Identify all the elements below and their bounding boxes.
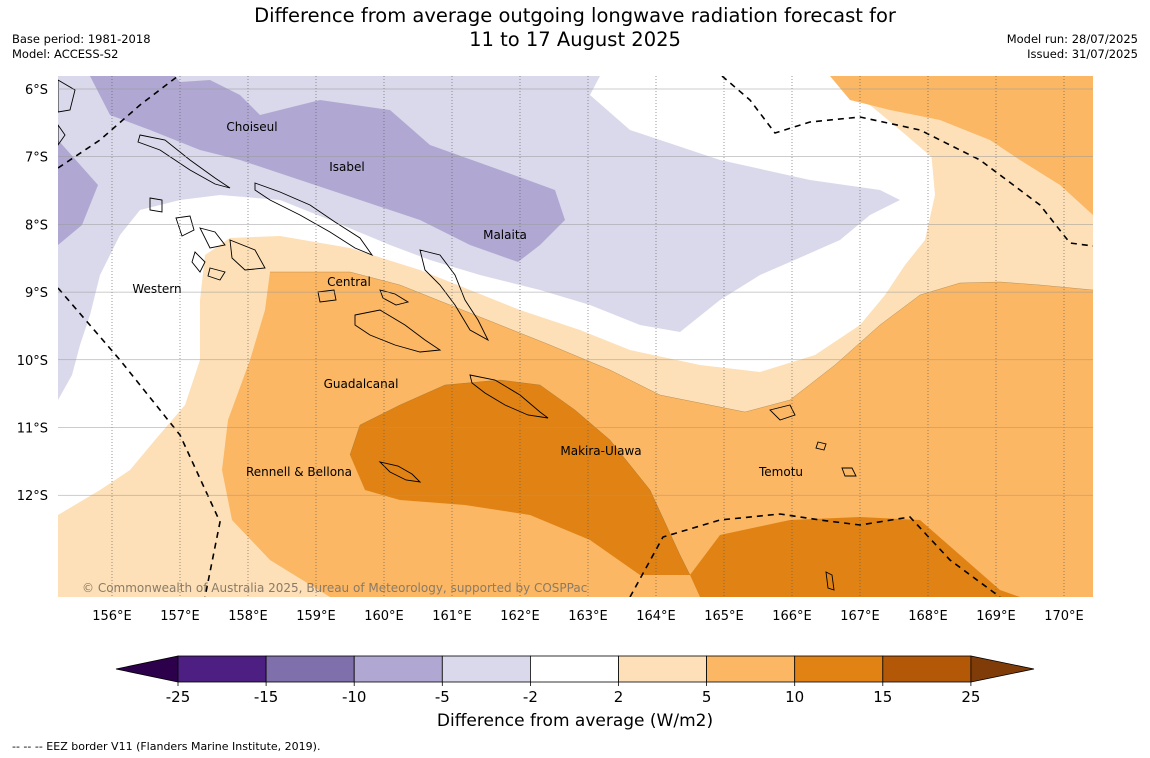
lon-tick-label: 159°E [296, 609, 336, 624]
olr-map: Choiseul Isabel Malaita Western Central Guada… [17, 76, 1093, 624]
base-period-text: Base period: 1981-2018 [12, 32, 151, 46]
meta-left: Base period: 1981-2018 Model: ACCESS-S2 [12, 32, 151, 62]
province-label: Makira-Ulawa [560, 444, 641, 458]
province-labels: Choiseul Isabel Malaita Western Central Guada… [132, 120, 803, 479]
band-minus10-minus5-west [58, 140, 98, 245]
band-5-10-northeast [830, 76, 1093, 215]
colorbar-segment [618, 655, 707, 683]
colorbar-tick-label: 2 [614, 688, 624, 706]
province-label: Western [132, 282, 181, 296]
colorbar-under-arrow [115, 655, 179, 683]
band-5-10-south [222, 272, 1093, 597]
lon-tick-label: 158°E [228, 609, 268, 624]
lon-tick-label: 166°E [772, 609, 812, 624]
colorbar-tick-label: -2 [523, 688, 538, 706]
province-label: Central [327, 275, 371, 289]
lon-tick-label: 167°E [840, 609, 880, 624]
colorbar-tick-label: -5 [435, 688, 450, 706]
band-10-15-tongue [350, 380, 690, 575]
chart-title: Difference from average outgoing longwav… [0, 4, 1150, 52]
lon-tick-label: 161°E [432, 609, 472, 624]
colorbar-tick-label: -15 [254, 688, 279, 706]
colorbar: -25 -15 -10 -5 -2 2 5 10 15 25 Difference from av… [115, 655, 1035, 731]
meta-right: Model run: 28/07/2025 Issued: 31/07/2025 [1007, 32, 1138, 62]
lat-tick-label: 6°S [25, 83, 48, 98]
colorbar-segment [265, 655, 355, 683]
colorbar-over-arrow [970, 655, 1035, 683]
copyright-text: © Commonwealth of Australia 2025, Bureau… [82, 581, 587, 595]
lon-tick-label: 165°E [704, 609, 744, 624]
lon-tick-label: 168°E [908, 609, 948, 624]
province-label: Rennell & Bellona [246, 465, 352, 479]
title-line-1: Difference from average outgoing longwav… [254, 4, 896, 27]
title-line-2: 11 to 17 August 2025 [469, 28, 681, 51]
eez-footnote: -- -- -- EEZ border V11 (Flanders Marine… [12, 740, 321, 753]
axis-ticks: 156°E 157°E 158°E 159°E 160°E 161°E 162°E 163°E… [17, 83, 1084, 624]
lon-tick-label: 164°E [636, 609, 676, 624]
lat-tick-label: 11°S [17, 422, 48, 437]
graticule [58, 76, 1093, 597]
lat-tick-label: 7°S [25, 151, 48, 166]
colorbar-segment [882, 655, 972, 683]
colorbar-segment [441, 655, 531, 683]
lon-tick-label: 163°E [568, 609, 608, 624]
province-label: Malaita [483, 228, 527, 242]
colorbar-tick-label: 25 [961, 688, 980, 706]
province-label: Guadalcanal [324, 377, 399, 391]
eez-borders [58, 76, 1093, 597]
colorbar-segment [794, 655, 884, 683]
band-minus10-minus5 [90, 76, 565, 262]
colorbar-segment [353, 655, 443, 683]
lon-tick-label: 157°E [160, 609, 200, 624]
colorbar-segment [706, 655, 796, 683]
lon-tick-label: 170°E [1044, 609, 1084, 624]
colorbar-tick-label: 15 [873, 688, 892, 706]
colorbar-tick-label: -25 [166, 688, 191, 706]
colorbar-segment [530, 655, 619, 683]
lat-tick-label: 10°S [17, 354, 48, 369]
lon-tick-label: 169°E [976, 609, 1016, 624]
province-label: Isabel [329, 160, 364, 174]
coastlines [58, 79, 857, 591]
colorbar-label: Difference from average (W/m2) [437, 711, 713, 731]
lon-tick-label: 156°E [92, 609, 132, 624]
lon-tick-label: 160°E [364, 609, 404, 624]
lon-tick-label: 162°E [500, 609, 540, 624]
colorbar-tick-label: 10 [785, 688, 804, 706]
lat-tick-label: 12°S [17, 489, 48, 504]
map-fill-layer [58, 76, 1093, 597]
province-label: Choiseul [226, 120, 277, 134]
lat-tick-label: 8°S [25, 218, 48, 233]
band-10-15-southeast [690, 517, 1020, 597]
model-run-text: Model run: 28/07/2025 [1006, 32, 1138, 46]
colorbar-segment [177, 655, 267, 683]
province-label: Temotu [758, 465, 803, 479]
lat-tick-label: 9°S [25, 286, 48, 301]
colorbar-tick-label: 5 [702, 688, 712, 706]
colorbar-tick-label: -10 [342, 688, 367, 706]
model-text: Model: ACCESS-S2 [12, 47, 119, 61]
issued-text: Issued: 31/07/2025 [1027, 47, 1138, 61]
